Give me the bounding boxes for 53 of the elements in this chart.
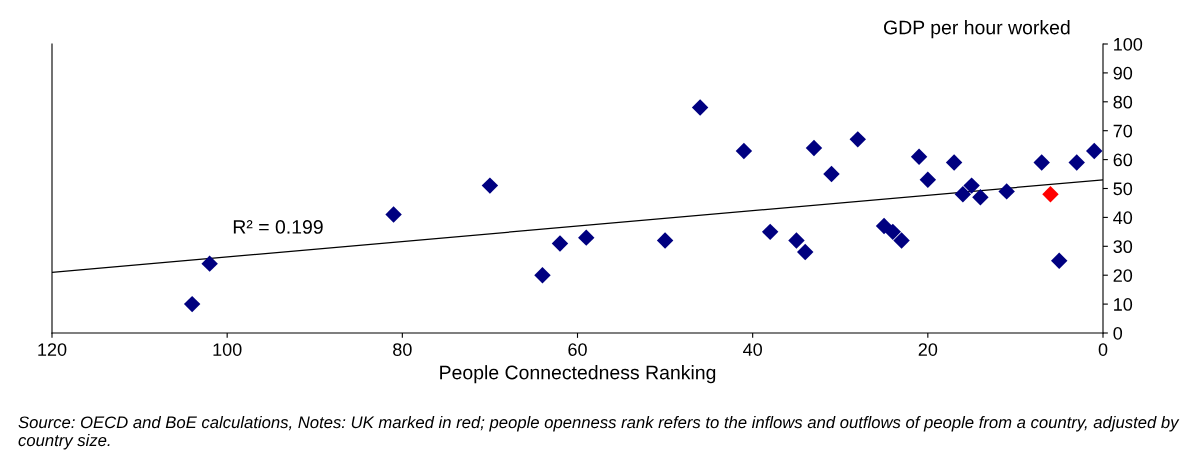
point: [534, 266, 551, 284]
x-tick-label: 20: [918, 343, 938, 356]
y-tick-label: 100: [1114, 37, 1143, 51]
point: [954, 186, 972, 203]
y-tick-label: 30: [1113, 240, 1133, 254]
point: [1042, 186, 1059, 203]
y-tick-label: 20: [1113, 269, 1133, 282]
point: [945, 154, 963, 171]
x-tick-label: 80: [393, 343, 412, 356]
point: [875, 217, 893, 235]
point: [823, 165, 840, 183]
point: [551, 235, 569, 252]
point: [1033, 154, 1050, 171]
point: [963, 177, 980, 194]
point: [201, 255, 218, 272]
point: [385, 206, 402, 223]
y-tick-label: 10: [1114, 298, 1133, 311]
x-tick-label: 40: [743, 343, 762, 356]
x-axis-title: People Connectedness Ranking: [440, 365, 716, 384]
y-tick-label: 0: [1113, 326, 1123, 340]
y-axis-title: GDP per hour worked: [884, 20, 1070, 39]
point: [998, 183, 1015, 200]
point: [735, 142, 753, 160]
y-tick-label: 90: [1113, 66, 1133, 80]
point: [656, 232, 674, 249]
y-tick-label: 60: [1113, 153, 1133, 167]
point: [183, 295, 201, 313]
point: [849, 131, 866, 148]
annotation: R² = 0.199: [233, 220, 323, 234]
y-tick-label: 40: [1113, 211, 1133, 225]
point: [761, 223, 779, 241]
point: [1050, 252, 1068, 269]
point: [910, 148, 928, 165]
point: [805, 139, 823, 157]
point: [972, 188, 989, 206]
source-note: Source: OECD and BoE calculations, Notes: UK marked in red; people openness rank refers to the inflows and outflows of people from a country, adjusted by country size.: [18, 415, 1180, 450]
x-tick-label: 120: [38, 343, 67, 356]
x-tick-label: 60: [568, 343, 587, 356]
point: [1086, 142, 1103, 160]
point: [797, 243, 814, 261]
point: [919, 171, 937, 189]
y-tick-label: 70: [1113, 124, 1133, 138]
point: [788, 232, 805, 249]
point: [893, 232, 910, 249]
point: [691, 99, 709, 116]
y-tick-label: 80: [1113, 95, 1133, 109]
x-tick-label: 100: [213, 343, 242, 356]
x-tick-label: 0: [1098, 343, 1108, 356]
y-tick-label: 50: [1113, 182, 1133, 196]
point: [884, 223, 902, 241]
point: [578, 229, 595, 246]
point: [481, 177, 499, 194]
point: [1068, 154, 1085, 171]
